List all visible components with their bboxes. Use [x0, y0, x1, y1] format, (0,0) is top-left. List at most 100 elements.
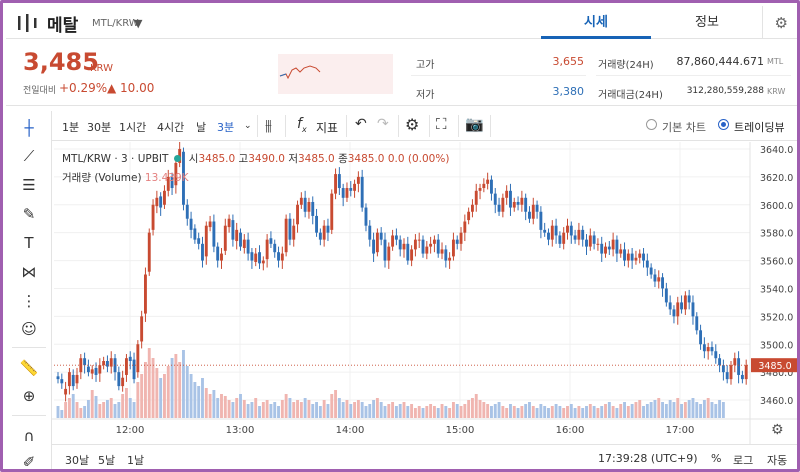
interval-3m-active[interactable]: 3분 [217, 121, 235, 134]
market-status-icon [174, 155, 182, 162]
brush-icon[interactable]: ✎ [22, 205, 36, 223]
tab-info[interactable]: 정보 [695, 15, 719, 30]
interval-1h[interactable]: 1시간 [119, 121, 147, 134]
candle-body [718, 358, 722, 366]
candle-body [706, 347, 710, 352]
volume-bar [543, 406, 547, 418]
horizontal-lines-icon[interactable]: ☰ [22, 176, 36, 194]
coin-name[interactable]: 메탈 [47, 16, 79, 36]
magnet-icon[interactable]: ∩ [23, 427, 35, 445]
interval-4h[interactable]: 4시간 [157, 121, 185, 134]
interval-day[interactable]: 날 [196, 121, 207, 134]
lock-pen-icon[interactable]: ✐ [22, 453, 36, 471]
tradingview-label[interactable]: 트레이딩뷰 [734, 121, 785, 134]
volume-bar [486, 404, 490, 418]
candle-type-icon[interactable]: ⫵ [265, 116, 272, 134]
chevron-down-icon[interactable]: ▼ [134, 17, 143, 30]
settings-gear-icon[interactable]: ⚙ [405, 115, 420, 134]
volume-bar [341, 402, 345, 418]
candle-body [269, 238, 273, 244]
candle-body [470, 204, 474, 212]
trend-line-icon[interactable]: ⟋ [23, 147, 35, 165]
interval-30m[interactable]: 30분 [87, 121, 112, 134]
basic-chart-radio[interactable] [646, 119, 657, 130]
volume-bar [691, 398, 695, 418]
percent-toggle[interactable]: % [711, 452, 722, 465]
volume-value: 87,860,444.671 [676, 55, 764, 68]
coin-pair[interactable]: MTL/KRW [92, 18, 139, 29]
change-value: 0.0 (0.00%) [387, 153, 450, 165]
undo-icon[interactable]: ↶ [355, 116, 367, 132]
volume-bar [334, 390, 338, 418]
candle-body [128, 356, 132, 361]
volume-bar [592, 406, 596, 418]
ruler-icon[interactable]: 📏 [19, 359, 39, 377]
candle-body [710, 347, 714, 352]
tab-price[interactable]: 시세 [541, 6, 651, 39]
volume-bar [604, 404, 607, 418]
volume-bar [56, 406, 60, 418]
candle-body [292, 225, 296, 240]
candle-body [204, 225, 208, 257]
crosshair-icon[interactable]: ┼ [24, 119, 34, 137]
tradingview-radio[interactable] [718, 119, 729, 130]
candle-body [356, 176, 360, 184]
range-1d[interactable]: 1날 [127, 454, 145, 467]
trade-amount-label: 거래대금(24H) [598, 90, 663, 101]
volume-bar [634, 402, 638, 418]
range-30d[interactable]: 30날 [65, 454, 90, 467]
change-label: 전일대비 [23, 86, 57, 96]
volume-bar [566, 406, 569, 418]
candle-body [124, 358, 128, 375]
camera-icon[interactable]: 📷 [465, 115, 484, 133]
divider [596, 75, 791, 76]
volume-bar [64, 402, 68, 418]
candle-body [273, 243, 277, 253]
x-tick-label: 15:00 [446, 425, 475, 436]
fullscreen-icon[interactable]: ⛶ [436, 115, 447, 133]
chevron-down-icon[interactable]: ⌄ [244, 121, 252, 131]
candle-body [98, 365, 102, 374]
candle-body [303, 197, 307, 212]
candle-body [235, 229, 239, 242]
close-label: 종 [338, 153, 348, 165]
range-5d[interactable]: 5날 [98, 454, 116, 467]
candle-body [64, 388, 68, 395]
candle-body [569, 225, 573, 236]
redo-icon[interactable]: ↷ [377, 116, 389, 132]
gear-icon[interactable]: ⚙ [774, 14, 788, 32]
volume-bar [645, 404, 649, 418]
candle-body [193, 228, 197, 240]
volume-bar [296, 400, 299, 418]
candle-body [402, 243, 406, 250]
candle-body [212, 221, 216, 247]
log-toggle[interactable]: 로그 [733, 454, 754, 467]
candle-body [657, 277, 661, 282]
emoji-icon[interactable]: ☺ [21, 320, 37, 338]
candle-body [296, 204, 299, 225]
candle-body [737, 358, 741, 375]
basic-chart-label[interactable]: 기본 차트 [662, 121, 706, 134]
pattern-icon[interactable]: ⋈ [21, 263, 37, 281]
candle-body [714, 351, 718, 359]
fx-icon[interactable]: fx [297, 116, 307, 134]
candle-body [83, 358, 87, 366]
volume-bar [182, 350, 185, 418]
candle-body [360, 176, 364, 208]
interval-1m[interactable]: 1분 [62, 121, 80, 134]
chart-settings-gear-icon[interactable]: ⚙ [771, 422, 784, 438]
volume-unit: MTL [767, 57, 784, 66]
text-icon[interactable]: T [24, 234, 34, 252]
indicator-button[interactable]: 지표 [316, 121, 339, 135]
zoom-in-icon[interactable]: ⊕ [22, 387, 36, 405]
candlestick-chart[interactable]: 3460.0 3480.0 3500.0 3520.0 3540.0 3560.0 3580… [52, 142, 800, 445]
candle-body [391, 235, 395, 247]
fib-tools-icon[interactable]: ⋮ [21, 292, 37, 310]
auto-toggle[interactable]: 자동 [767, 454, 788, 467]
y-tick-label: 3480.0 [760, 368, 793, 379]
volume-bar [170, 358, 174, 418]
candle-body [334, 174, 338, 194]
volume-bar [349, 404, 353, 418]
volume-bar [326, 404, 330, 418]
chart-legend-ohlc: MTL/KRW · 3 · UPBIT 시3485.0 고3490.0 저348… [62, 151, 449, 166]
